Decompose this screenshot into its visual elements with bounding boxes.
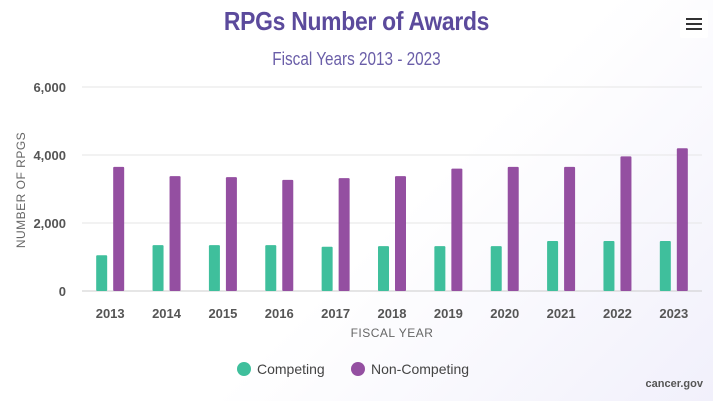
x-tick-label: 2022 [603,306,632,321]
legend: Competing Non-Competing [237,361,469,377]
grid [82,86,702,292]
y-axis-title: NUMBER OF RPGS [14,132,28,248]
chart-menu-button[interactable] [680,10,708,38]
bar-competing-2021[interactable] [547,241,559,291]
x-tick-label: 2013 [96,306,125,321]
bar-competing-2016[interactable] [265,245,277,291]
chart-title: RPGs Number of Awards [223,6,490,36]
y-tick-label: 6,000 [33,80,66,95]
x-tick-label: 2015 [208,306,237,321]
bar-competing-2018[interactable] [378,246,389,291]
bar-non-competing-2017[interactable] [338,178,350,291]
bar-non-competing-2018[interactable] [395,176,406,291]
hamburger-menu-icon [686,22,702,26]
y-tick-label: 2,000 [33,216,66,231]
bar-non-competing-2022[interactable] [620,156,632,291]
legend-marker[interactable] [237,362,251,376]
legend-marker[interactable] [351,362,365,376]
bar-competing-2015[interactable] [208,245,220,291]
x-axis-title: FISCAL YEAR [351,326,434,340]
bar-competing-2023[interactable] [659,241,671,291]
y-tick-label: 4,000 [33,148,66,163]
bar-non-competing-2014[interactable] [169,176,181,291]
y-axis-ticks: 0 2,000 4,000 6,000 [33,80,66,299]
x-tick-label: 2021 [547,306,576,321]
bar-non-competing-2019[interactable] [451,168,463,291]
bar-non-competing-2015[interactable] [225,177,237,291]
bars [96,148,688,291]
chart-subtitle: Fiscal Years 2013 - 2023 [272,49,441,69]
x-tick-label: 2017 [321,306,350,321]
legend-label[interactable]: Non-Competing [371,361,469,377]
credit-text[interactable]: cancer.gov [645,378,703,390]
y-tick-label: 0 [59,284,66,299]
bar-non-competing-2021[interactable] [564,166,576,291]
bar-competing-2020[interactable] [490,246,502,291]
bar-non-competing-2013[interactable] [113,166,125,291]
x-tick-label: 2014 [152,306,182,321]
x-tick-label: 2019 [434,306,463,321]
x-tick-label: 2023 [659,306,688,321]
bar-non-competing-2023[interactable] [676,148,688,291]
bar-competing-2013[interactable] [96,255,108,291]
bar-competing-2017[interactable] [321,246,333,291]
bar-competing-2019[interactable] [434,246,446,291]
x-tick-label: 2016 [265,306,294,321]
x-axis-ticks: 2013 2014 2015 2016 2017 2018 2019 2020 2021 2022… [96,306,689,321]
bar-competing-2022[interactable] [603,241,615,291]
bar-competing-2014[interactable] [152,245,164,291]
x-tick-label: 2018 [378,306,407,321]
bar-non-competing-2020[interactable] [507,166,519,291]
legend-label[interactable]: Competing [257,361,325,377]
bar-non-competing-2016[interactable] [282,179,294,291]
x-tick-label: 2020 [490,306,519,321]
